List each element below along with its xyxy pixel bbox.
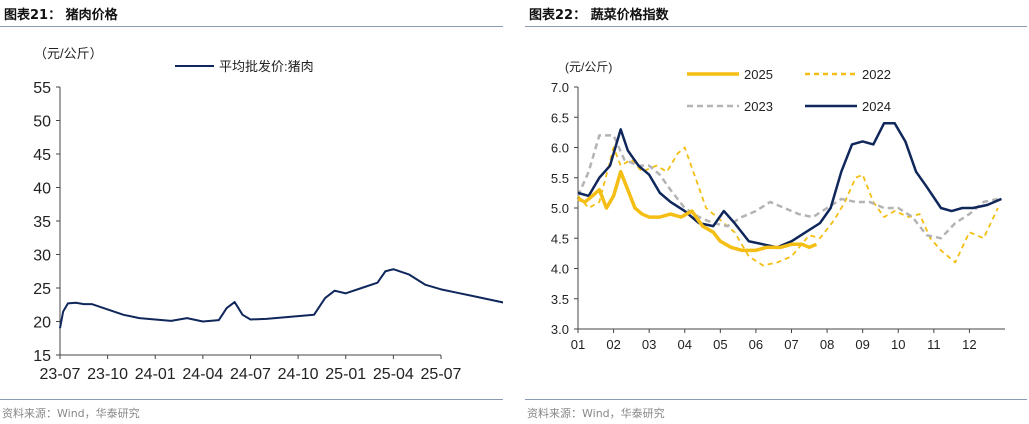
left-x-tick-label: 24-07 [230,366,271,383]
legend-label-2025: 2025 [744,67,773,82]
series-line-2024 [577,122,1002,249]
right-y-tick-label: 4.0 [551,262,569,277]
right-y-tick-label: 3.0 [551,322,569,337]
left-source-note: 资料来源：Wind，华泰研究 [2,407,140,420]
right-y-tick-label: 3.5 [551,292,569,307]
right-x-tick-label: 08 [820,337,834,352]
legend-label-2023: 2023 [744,99,773,114]
pork-price-series-line [59,268,503,329]
right-chart-title: 图表22： 蔬菜价格指数 [529,8,669,23]
left-y-tick-label: 35 [33,214,51,231]
right-y-tick-label: 4.5 [551,231,569,246]
series-line-2023 [576,134,999,240]
right-x-tick-label: 12 [962,337,976,352]
right-x-tick-label: 10 [891,337,905,352]
right-x-tick-label: 09 [855,337,869,352]
left-y-tick-label: 25 [33,281,51,298]
left-chart-title: 图表21： 猪肉价格 [4,8,118,23]
series-line-2022 [577,146,999,267]
left-y-tick-label: 40 [33,181,51,198]
right-x-tick-label: 04 [678,337,692,352]
left-y-tick-label: 45 [33,147,51,164]
left-x-tick-label: 23-10 [87,366,128,383]
left-y-tick-label: 20 [33,315,51,332]
left-y-tick-label: 55 [33,80,51,97]
left-x-tick-label: 25-07 [421,366,462,383]
left-legend-label: 平均批发价:猪肉 [219,59,314,74]
left-panel: 图表21： 猪肉价格 55 50 45 40 35 30 25 20 15 23-07 23-10 2… [0,0,503,424]
right-source-note: 资料来源：Wind，华泰研究 [527,407,665,420]
right-y-tick-label: 5.5 [551,171,569,186]
right-y-axis-label: (元/公斤) [565,60,612,74]
left-y-tick-label: 30 [33,248,51,265]
right-y-tick-label: 6.5 [551,110,569,125]
left-y-tick-label: 50 [33,114,51,131]
right-x-tick-label: 02 [606,337,620,352]
legend-label-2022: 2022 [862,67,891,82]
left-x-tick-label: 25-01 [325,366,366,383]
left-x-tick-label: 24-04 [182,366,223,383]
right-x-tick-label: 01 [571,337,585,352]
right-x-tick-label: 07 [784,337,798,352]
left-x-tick-label: 24-01 [135,366,176,383]
left-x-tick-label: 25-04 [373,366,414,383]
right-x-tick-label: 05 [713,337,727,352]
right-panel: 图表22： 蔬菜价格指数 7.0 6.5 6.0 5.5 5.0 4.5 4.0 3.5 3.0… [525,0,1027,424]
right-x-tick-label: 06 [749,337,763,352]
left-y-tick-label: 15 [33,348,51,365]
right-y-tick-label: 5.0 [551,201,569,216]
right-y-tick-label: 7.0 [551,80,569,95]
series-line-2025 [577,169,818,253]
left-source-rule [0,399,503,400]
vegetable-price-chart: 7.0 6.5 6.0 5.5 5.0 4.5 4.0 3.5 3.001 02 03 04 05 06 0… [551,60,1005,352]
left-x-tick-label: 24-10 [278,366,319,383]
left-x-tick-label: 23-07 [40,366,81,383]
left-title-rule [0,26,503,27]
right-x-tick-label: 03 [642,337,656,352]
right-source-rule [525,399,1027,400]
legend-label-2024: 2024 [862,99,891,114]
right-x-tick-label: 11 [927,337,941,352]
left-y-axis-label: （元/公斤） [34,46,103,61]
right-title-rule [525,26,1027,27]
right-y-tick-label: 6.0 [551,141,569,156]
